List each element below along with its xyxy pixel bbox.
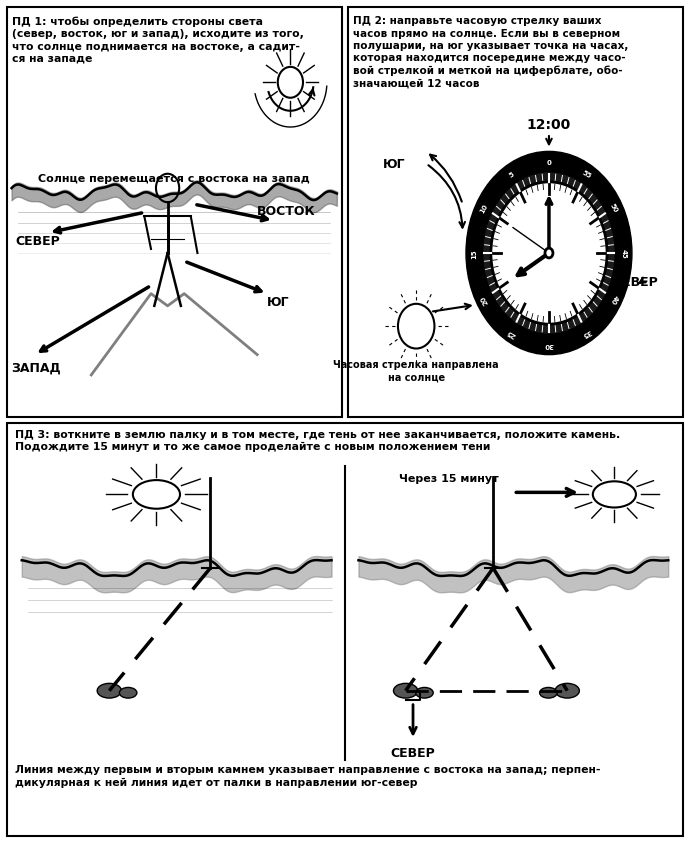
Text: 20: 20 — [480, 294, 489, 305]
Text: 30: 30 — [544, 342, 554, 348]
Text: Через 15 минут: Через 15 минут — [399, 473, 499, 484]
Circle shape — [545, 249, 553, 258]
Circle shape — [119, 688, 137, 698]
Text: ВОСТОК: ВОСТОК — [257, 204, 316, 218]
Text: 35: 35 — [580, 327, 592, 338]
Text: 45: 45 — [620, 249, 627, 258]
Text: ПД 3: воткните в землю палку и в том месте, где тень от нее заканчивается, полож: ПД 3: воткните в землю палку и в том мес… — [15, 430, 620, 452]
Circle shape — [555, 684, 580, 698]
Text: СЕВЕР: СЕВЕР — [15, 235, 59, 248]
Circle shape — [491, 182, 607, 325]
Circle shape — [393, 684, 417, 698]
Circle shape — [466, 152, 632, 355]
Text: Часовая стрелка направлена
на солнце: Часовая стрелка направлена на солнце — [333, 360, 499, 381]
Text: 15: 15 — [471, 249, 477, 258]
Text: СЕВЕР: СЕВЕР — [613, 276, 658, 289]
Text: 55: 55 — [581, 170, 592, 180]
Text: ПД 2: направьте часовую стрелку ваших
часов прямо на солнце. Если вы в северном
: ПД 2: направьте часовую стрелку ваших ча… — [353, 16, 629, 89]
Text: ЮГ: ЮГ — [383, 158, 406, 170]
Text: 10: 10 — [480, 203, 489, 214]
Circle shape — [540, 688, 557, 698]
Circle shape — [97, 684, 121, 698]
Text: ЗАПАД: ЗАПАД — [12, 361, 61, 374]
Text: 0: 0 — [546, 160, 551, 165]
Text: 25: 25 — [506, 327, 518, 338]
Text: ПД 1: чтобы определить стороны света
(север, восток, юг и запад), исходите из то: ПД 1: чтобы определить стороны света (се… — [12, 16, 304, 64]
Text: СЕВЕР: СЕВЕР — [391, 746, 435, 759]
Text: 50: 50 — [609, 203, 619, 214]
Text: Линия между первым и вторым камнем указывает направление с востока на запад; пер: Линия между первым и вторым камнем указы… — [15, 765, 600, 787]
Text: Солнце перемещается с востока на запад: Солнце перемещается с востока на запад — [39, 174, 310, 184]
Circle shape — [482, 172, 615, 335]
Text: ЮГ: ЮГ — [267, 296, 290, 309]
Text: 40: 40 — [609, 294, 619, 306]
Circle shape — [415, 688, 433, 698]
Text: 5: 5 — [508, 170, 515, 178]
Text: 12:00: 12:00 — [527, 118, 571, 132]
